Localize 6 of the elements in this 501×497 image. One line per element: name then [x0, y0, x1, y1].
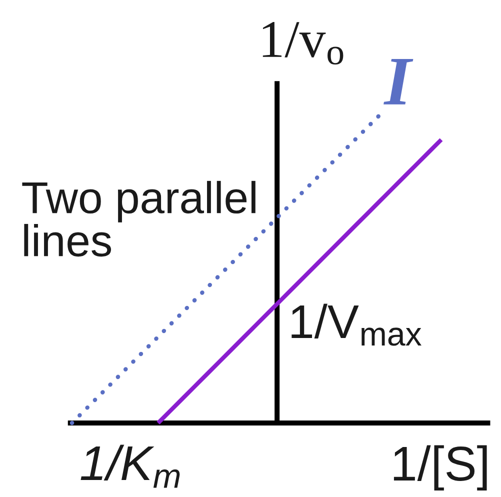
text: 1/K$_{m}$ — [80, 444, 180, 488]
x-axis-title: 1/[S] — [394, 445, 487, 491]
annotation: Two parallel lines — [22, 180, 256, 257]
y-axis-title: 1/v$_{o}$ — [262, 22, 344, 65]
series-label: I — [384, 58, 414, 104]
annotation: 1/V$_{max}$ — [292, 304, 422, 346]
